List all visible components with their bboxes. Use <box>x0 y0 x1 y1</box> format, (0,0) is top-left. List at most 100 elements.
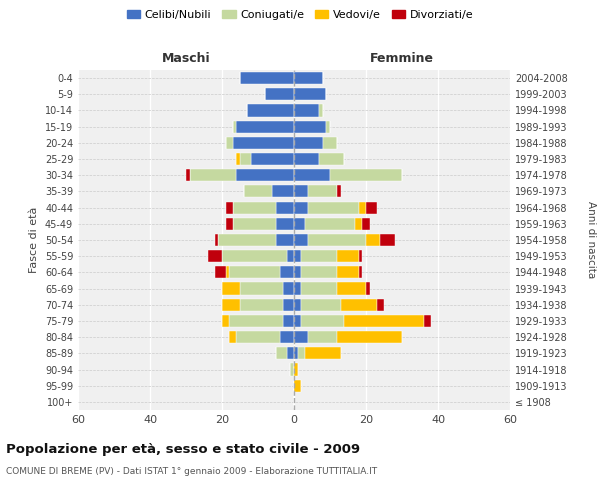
Bar <box>294 364 298 376</box>
Bar <box>222 282 240 294</box>
Bar <box>294 202 308 213</box>
Bar <box>276 234 294 246</box>
Bar <box>337 186 341 198</box>
Bar <box>283 282 294 294</box>
Bar <box>236 331 280 343</box>
Bar <box>287 348 294 360</box>
Bar <box>240 72 294 84</box>
Bar <box>287 250 294 262</box>
Bar <box>294 218 305 230</box>
Bar <box>290 364 294 376</box>
Bar <box>301 315 344 327</box>
Bar <box>215 234 218 246</box>
Bar <box>280 266 294 278</box>
Bar <box>362 218 370 230</box>
Bar <box>359 266 362 278</box>
Bar <box>294 120 326 132</box>
Bar <box>301 298 341 311</box>
Bar <box>366 202 377 213</box>
Bar <box>222 315 229 327</box>
Bar <box>247 104 294 117</box>
Bar <box>337 250 359 262</box>
Bar <box>294 331 308 343</box>
Bar <box>233 137 294 149</box>
Bar <box>294 153 319 165</box>
Bar <box>236 169 294 181</box>
Bar <box>377 298 384 311</box>
Bar <box>294 266 301 278</box>
Bar <box>233 120 236 132</box>
Bar <box>330 169 402 181</box>
Bar <box>294 250 301 262</box>
Bar <box>236 120 294 132</box>
Text: Maschi: Maschi <box>161 52 211 65</box>
Bar <box>226 137 233 149</box>
Bar <box>308 331 337 343</box>
Bar <box>308 202 359 213</box>
Bar <box>294 72 323 84</box>
Legend: Celibi/Nubili, Coniugati/e, Vedovi/e, Divorziati/e: Celibi/Nubili, Coniugati/e, Vedovi/e, Di… <box>122 6 478 25</box>
Bar <box>251 153 294 165</box>
Bar <box>229 266 280 278</box>
Bar <box>305 218 355 230</box>
Bar <box>326 120 330 132</box>
Bar <box>222 250 287 262</box>
Bar <box>190 169 236 181</box>
Bar <box>272 186 294 198</box>
Bar <box>294 298 301 311</box>
Bar <box>294 348 298 360</box>
Bar <box>301 282 337 294</box>
Text: Anni di nascita: Anni di nascita <box>586 202 596 278</box>
Bar <box>337 266 359 278</box>
Bar <box>208 250 222 262</box>
Bar <box>229 331 236 343</box>
Bar <box>265 88 294 101</box>
Bar <box>366 282 370 294</box>
Bar <box>337 331 402 343</box>
Bar <box>294 88 326 101</box>
Bar <box>301 250 337 262</box>
Bar <box>424 315 431 327</box>
Text: Popolazione per età, sesso e stato civile - 2009: Popolazione per età, sesso e stato civil… <box>6 442 360 456</box>
Bar <box>276 348 287 360</box>
Bar <box>283 298 294 311</box>
Bar <box>240 298 283 311</box>
Bar <box>323 137 337 149</box>
Bar <box>226 218 233 230</box>
Bar <box>233 202 276 213</box>
Bar <box>294 104 319 117</box>
Bar <box>244 186 272 198</box>
Bar <box>226 202 233 213</box>
Bar <box>276 218 294 230</box>
Bar <box>359 250 362 262</box>
Bar <box>308 234 366 246</box>
Bar <box>276 202 294 213</box>
Bar <box>359 202 366 213</box>
Y-axis label: Fasce di età: Fasce di età <box>29 207 39 273</box>
Bar <box>305 348 341 360</box>
Bar <box>236 153 240 165</box>
Bar <box>344 315 424 327</box>
Text: COMUNE DI BREME (PV) - Dati ISTAT 1° gennaio 2009 - Elaborazione TUTTITALIA.IT: COMUNE DI BREME (PV) - Dati ISTAT 1° gen… <box>6 468 377 476</box>
Bar <box>222 298 240 311</box>
Bar <box>294 315 301 327</box>
Bar <box>186 169 190 181</box>
Bar <box>301 266 337 278</box>
Bar <box>366 234 380 246</box>
Bar <box>308 186 337 198</box>
Bar <box>283 315 294 327</box>
Bar <box>355 218 362 230</box>
Bar <box>337 282 366 294</box>
Bar <box>380 234 395 246</box>
Bar <box>294 169 330 181</box>
Bar <box>233 218 276 230</box>
Bar <box>319 104 323 117</box>
Text: Femmine: Femmine <box>370 52 434 65</box>
Bar <box>215 266 226 278</box>
Bar <box>294 137 323 149</box>
Bar <box>240 153 251 165</box>
Bar <box>294 186 308 198</box>
Bar <box>294 234 308 246</box>
Bar <box>240 282 283 294</box>
Bar <box>298 348 305 360</box>
